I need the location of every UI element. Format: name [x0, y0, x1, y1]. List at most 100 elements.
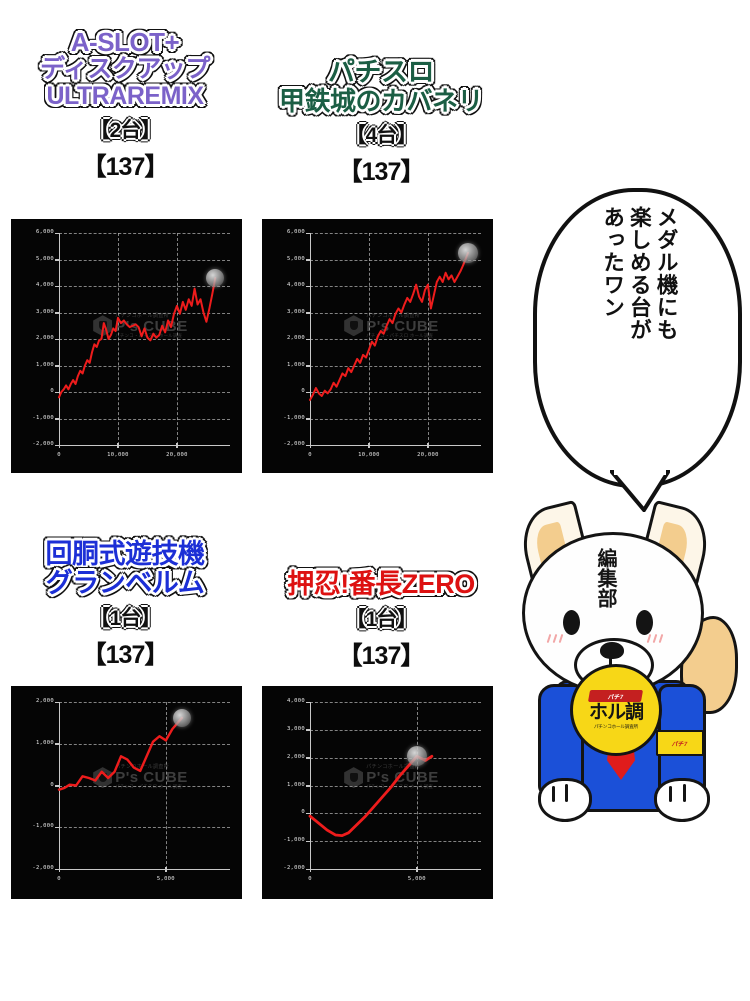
- chart-y-tick-label: -2,000: [283, 441, 305, 447]
- chart-y-tickmark: [306, 418, 311, 420]
- chart-x-tick-label: 10,000: [358, 452, 380, 458]
- badge-top-label: パチ7: [588, 690, 644, 702]
- chart-y-axis: [310, 233, 311, 445]
- chart-y-tick-label: 0: [301, 388, 305, 394]
- machine-unit-count-4: 【1台】: [345, 608, 418, 632]
- chart-y-tick-label: 5,000: [35, 255, 54, 262]
- chart-gridline-horizontal: [59, 743, 230, 745]
- chart-gridline-horizontal: [310, 418, 481, 420]
- chart-y-tick-label: 4,000: [286, 698, 305, 704]
- chart-gridline-horizontal: [310, 392, 481, 393]
- chart-y-tick-label: 3,000: [286, 725, 305, 732]
- speech-line: あったワン: [599, 206, 625, 319]
- chart-gridline-horizontal: [310, 233, 481, 234]
- title-line: ディスクアップ: [40, 55, 210, 84]
- chart-x-axis: [310, 445, 481, 446]
- chart-y-tickmark: [306, 391, 311, 393]
- dog-head: [522, 532, 704, 694]
- chart-x-axis: [59, 869, 230, 870]
- dog-left-blush: [546, 633, 570, 646]
- chart-y-tick-label: 2,000: [286, 335, 305, 341]
- chart-y-tickmark: [55, 338, 60, 340]
- chart-y-tick-label: -2,000: [283, 865, 305, 871]
- chart-y-tick-label: 1,000: [286, 361, 305, 368]
- chart-y-tickmark: [306, 785, 311, 787]
- dog-left-eye: [563, 610, 580, 635]
- chart-gridline-horizontal: [59, 702, 230, 703]
- chart-gridline-horizontal: [59, 392, 230, 393]
- chart-y-tickmark: [55, 285, 60, 287]
- machine-unit-count-2: 【4台】: [345, 124, 418, 148]
- chart-y-tickmark: [306, 729, 311, 731]
- chart-x-tick-label: 20,000: [166, 452, 188, 458]
- machine-title-1-text: A-SLOT+ ディスクアップ ULTRAREMIX: [0, 28, 250, 110]
- machine-code-2: 【137】: [337, 158, 426, 187]
- chart-gridline-vertical: [368, 233, 370, 445]
- machine-code-3: 【137】: [81, 641, 170, 670]
- machine-code-4: 【137】: [337, 642, 426, 671]
- chart-y-tick-label: 0: [50, 781, 54, 788]
- speech-bubble-text: メダル機にも 楽しめる台が あったワン: [545, 206, 731, 471]
- chart-gridline-horizontal: [310, 259, 481, 261]
- payout-chart-1: 6,000 5,000 4,000 3,000 2,000 1,000 0 -1,000 -2,…: [11, 219, 242, 473]
- chart-gridline-horizontal: [310, 785, 481, 787]
- chart-y-axis: [59, 702, 60, 869]
- machine-unit-count-1: 【2台】: [89, 119, 162, 143]
- chart-gridline-horizontal: [59, 339, 230, 340]
- chart-y-tick-label: 0: [50, 388, 54, 394]
- chart-y-tick-label: 2,000: [35, 698, 54, 704]
- machine-title-2: パチスロ 甲鉄城のカバネリ 【4台】 【137】: [252, 57, 510, 188]
- chart-y-tickmark: [306, 312, 311, 314]
- chart-x-tick-label: 0: [57, 876, 61, 882]
- dog-paw-toe: [565, 784, 568, 802]
- chart-y-tick-label: 6,000: [286, 229, 305, 235]
- chart-gridline-vertical: [427, 233, 429, 445]
- chart-gridline-horizontal: [310, 757, 481, 759]
- chart-y-tick-label: 1,000: [286, 781, 305, 788]
- chart-y-axis: [59, 233, 60, 445]
- chart-x-tick-label: 0: [308, 876, 312, 882]
- chart-y-tick-label: 1,000: [35, 739, 54, 746]
- chart-y-tickmark: [55, 418, 60, 420]
- chart-y-tick-label: 2,000: [286, 753, 305, 760]
- chart-x-tick-label: 0: [308, 452, 312, 458]
- chart-y-tickmark: [306, 812, 311, 815]
- chart-y-tickmark: [306, 338, 311, 340]
- dog-right-paw: [654, 778, 710, 822]
- chart-series-line: [58, 277, 217, 399]
- chart-gridline-horizontal: [310, 841, 481, 843]
- chart-y-tick-label: 4,000: [35, 282, 54, 288]
- chart-x-tick-label: 20,000: [417, 452, 439, 458]
- title-line: A-SLOT+: [70, 27, 180, 57]
- chart-gridline-horizontal: [59, 286, 230, 287]
- chart-y-tickmark: [55, 365, 60, 367]
- dog-paw-toe: [669, 786, 672, 802]
- chart-y-tickmark: [55, 444, 60, 446]
- chart-endpoint-marker: [458, 242, 479, 263]
- machine-title-4-text: 押忍!番長ZERO: [252, 569, 510, 599]
- machine-unit-count-3: 【1台】: [89, 607, 162, 631]
- chart-y-tickmark: [306, 285, 311, 287]
- title-line: 回胴式遊技機: [45, 539, 206, 569]
- chart-y-tickmark: [55, 785, 60, 787]
- speech-line: メダル機にも: [653, 206, 679, 341]
- dog-right-blush: [646, 633, 670, 646]
- badge-sub-label: パチンコホール調査所: [594, 724, 638, 729]
- dog-armband: パチ7: [656, 730, 704, 756]
- chart-y-tick-label: 6,000: [35, 229, 54, 235]
- chart-y-tick-label: -2,000: [32, 865, 54, 871]
- dog-paw-toe: [552, 786, 555, 802]
- chart-y-tick-label: 3,000: [35, 308, 54, 315]
- title-line: 押忍!番長ZERO: [287, 569, 475, 599]
- machine-title-3: 回胴式遊技機 グランベルム 【1台】 【137】: [0, 539, 250, 671]
- chart-y-tick-label: 5,000: [286, 255, 305, 262]
- chart-y-tickmark: [306, 259, 311, 261]
- machine-title-4: 押忍!番長ZERO 【1台】 【137】: [252, 569, 510, 672]
- chart-y-tickmark: [306, 365, 311, 367]
- chart-y-tick-label: -1,000: [283, 414, 305, 421]
- chart-gridline-horizontal: [59, 827, 230, 829]
- chart-gridline-vertical: [416, 702, 418, 869]
- editorial-dog-mascot: パチ7 編集部 パチ7: [508, 498, 750, 928]
- dog-forehead-text: 編集部: [594, 548, 618, 608]
- chart-endpoint-marker: [406, 746, 427, 767]
